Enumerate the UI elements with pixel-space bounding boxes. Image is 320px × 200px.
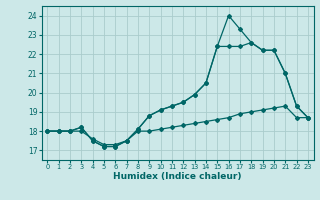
X-axis label: Humidex (Indice chaleur): Humidex (Indice chaleur) <box>113 172 242 181</box>
